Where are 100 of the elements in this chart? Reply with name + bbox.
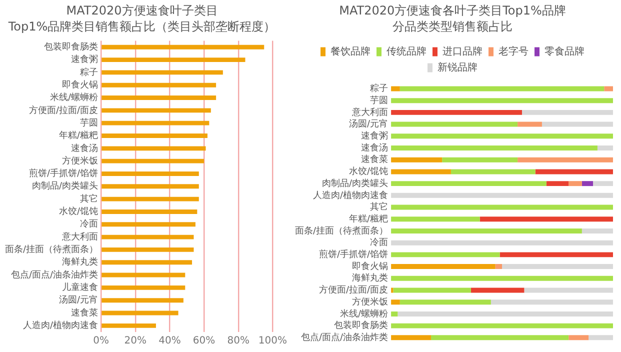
y-tick-label: 米线/螺蛳粉 bbox=[340, 308, 388, 320]
bar bbox=[518, 157, 613, 162]
y-tick-label: 速食汤 bbox=[361, 142, 388, 154]
bar bbox=[391, 181, 546, 186]
x-tick-label: 100% bbox=[258, 336, 287, 347]
y-tick-label: 其它 bbox=[80, 193, 98, 204]
y-tick-label: 面条/挂面（待煮面条） bbox=[294, 225, 388, 236]
bar bbox=[604, 86, 613, 92]
y-tick-label: 芋圆 bbox=[80, 117, 98, 128]
bar bbox=[450, 169, 536, 174]
bar bbox=[391, 335, 431, 340]
bar bbox=[568, 181, 582, 186]
bar bbox=[391, 157, 442, 162]
bar bbox=[102, 44, 264, 50]
y-tick-label: 方便面/拉面/面皮 bbox=[318, 284, 388, 296]
bar bbox=[102, 298, 184, 303]
legend-label: 餐饮品牌 bbox=[330, 45, 370, 58]
y-tick-label: 意大利面 bbox=[351, 106, 388, 118]
y-tick-label: 海鲜丸类 bbox=[352, 272, 388, 284]
x-tick-label: 60% bbox=[192, 336, 216, 347]
bar bbox=[500, 252, 613, 258]
bar bbox=[102, 120, 210, 126]
bar bbox=[102, 222, 196, 227]
chart-title: MAT2020方便速食各叶子类目Top1%品牌 bbox=[339, 3, 566, 18]
x-tick-label: 0% bbox=[93, 336, 109, 347]
bar bbox=[102, 210, 198, 214]
y-tick-label: 煎饼/手抓饼/馅饼 bbox=[318, 249, 388, 260]
y-tick-label: 儿童速食 bbox=[62, 282, 98, 294]
bar bbox=[542, 122, 613, 127]
y-tick-label: 海鲜丸类 bbox=[62, 256, 98, 268]
bar bbox=[391, 110, 522, 115]
bar bbox=[102, 184, 199, 189]
y-tick-label: 煎饼/手抓饼/馅饼 bbox=[28, 168, 98, 180]
y-tick-label: 包点/面点/油条油炸类 bbox=[10, 269, 98, 280]
y-tick-label: 汤圆/元宵 bbox=[58, 294, 98, 306]
y-tick-label: 方便米饭 bbox=[352, 296, 388, 308]
bar bbox=[400, 300, 491, 305]
bar bbox=[102, 96, 216, 100]
chart-title: MAT2020方便速食叶子类目 bbox=[66, 3, 218, 18]
y-tick-label: 面条/挂面（待煮面条） bbox=[4, 244, 98, 256]
bar bbox=[522, 110, 613, 115]
bar bbox=[470, 288, 524, 293]
y-tick-label: 速食菜 bbox=[71, 307, 98, 318]
bar bbox=[391, 98, 613, 104]
chart-subtitle: Top1%品牌类目销售额占比（类目头部垄断程度） bbox=[7, 20, 276, 34]
bar bbox=[391, 264, 496, 270]
legend-label: 新锐品牌 bbox=[438, 61, 478, 74]
y-tick-label: 芋圆 bbox=[370, 94, 388, 106]
y-tick-label: 速食粥 bbox=[361, 130, 388, 142]
bar bbox=[391, 192, 613, 198]
bar bbox=[391, 86, 400, 92]
bar bbox=[102, 172, 199, 176]
y-tick-label: 汤圆/元宵 bbox=[348, 118, 388, 130]
bar bbox=[546, 181, 569, 186]
bar bbox=[582, 181, 594, 186]
bar bbox=[102, 82, 216, 88]
x-tick-label: 20% bbox=[124, 336, 146, 347]
bar bbox=[502, 264, 613, 270]
bar bbox=[391, 146, 598, 150]
bar bbox=[398, 311, 613, 316]
y-tick-label: 年糕/糍粑 bbox=[348, 213, 388, 224]
bar bbox=[391, 204, 613, 210]
legend-label: 老字号 bbox=[498, 45, 528, 58]
bar bbox=[102, 234, 194, 240]
legend-label: 零食品牌 bbox=[544, 45, 584, 58]
y-tick-label: 人造肉/植物肉速食 bbox=[22, 320, 98, 332]
bar bbox=[391, 134, 613, 139]
bar bbox=[391, 216, 480, 222]
y-tick-label: 即食火锅 bbox=[352, 260, 388, 272]
bar bbox=[102, 158, 204, 164]
y-tick-label: 水饺/馄饨 bbox=[348, 166, 388, 178]
y-tick-label: 速食汤 bbox=[71, 142, 98, 154]
bar bbox=[495, 264, 502, 270]
bar bbox=[393, 288, 471, 293]
bar bbox=[102, 323, 156, 328]
y-tick-label: 方便米饭 bbox=[62, 155, 98, 166]
bar bbox=[102, 134, 208, 138]
bar bbox=[400, 86, 604, 92]
bar bbox=[568, 335, 589, 340]
bar bbox=[102, 58, 246, 62]
bar bbox=[102, 285, 186, 290]
bar bbox=[102, 70, 223, 75]
y-tick-label: 粽子 bbox=[80, 66, 98, 78]
bar bbox=[391, 276, 613, 281]
bar bbox=[102, 196, 199, 202]
y-tick-label: 其它 bbox=[370, 202, 388, 213]
bar bbox=[102, 260, 192, 265]
bar bbox=[582, 228, 613, 234]
bar bbox=[391, 252, 500, 258]
bar bbox=[524, 288, 613, 293]
bar bbox=[102, 272, 186, 278]
bar bbox=[102, 146, 206, 151]
bar bbox=[588, 335, 613, 340]
legend-label: 进口品牌 bbox=[442, 45, 482, 58]
bar bbox=[102, 108, 211, 113]
y-tick-label: 肉制品/肉类罐头 bbox=[32, 180, 98, 192]
y-tick-label: 粽子 bbox=[370, 83, 388, 94]
bar bbox=[535, 169, 613, 174]
bar bbox=[593, 181, 613, 186]
y-tick-label: 包点/面点/油条油炸类 bbox=[300, 332, 388, 344]
